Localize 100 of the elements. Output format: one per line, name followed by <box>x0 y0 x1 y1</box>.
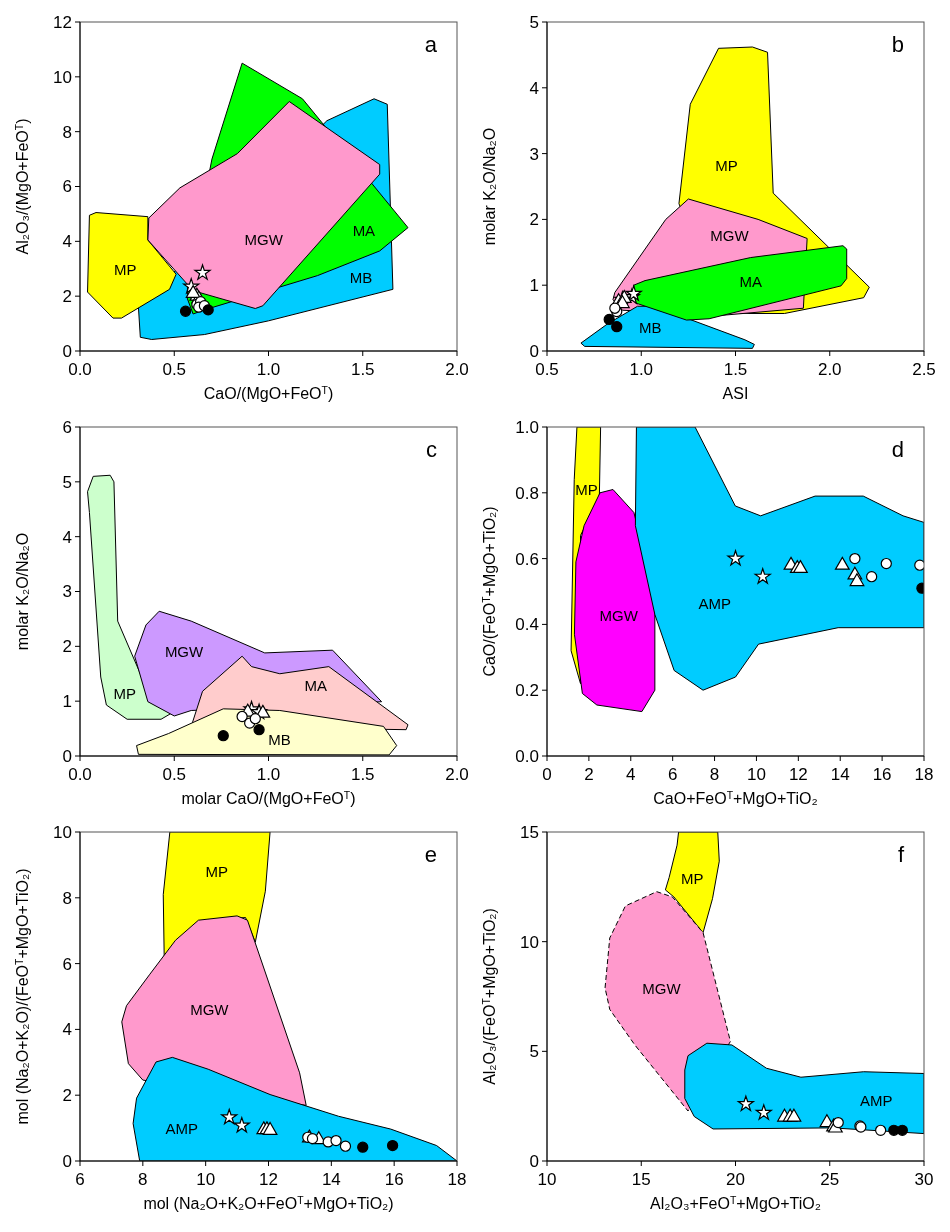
y-tick-label: 0.0 <box>515 746 539 766</box>
series-label: MP <box>681 869 704 887</box>
x-tick-label: 0 <box>542 765 552 784</box>
text: f <box>897 842 905 867</box>
x-tick-label: 8 <box>138 1170 148 1189</box>
x-tick-label: 14 <box>830 765 850 784</box>
x-tick-label: 2 <box>584 765 594 784</box>
y-tick-label: 0 <box>62 746 72 766</box>
text: d <box>891 437 904 462</box>
series-label: MB <box>268 731 291 749</box>
y-tick-label: 0.6 <box>515 549 539 569</box>
text: e <box>424 842 437 867</box>
x-tick-label: 30 <box>914 1170 934 1189</box>
y-tick-label: 12 <box>53 12 72 32</box>
series-label: MGW <box>190 1000 230 1018</box>
x-tick-label: 1.0 <box>256 360 281 379</box>
x-tick-label: 18 <box>447 1170 467 1189</box>
x-tick-label: 2.5 <box>912 360 936 379</box>
text: a <box>424 32 438 57</box>
x-tick-label: 12 <box>259 1170 278 1189</box>
x-tick-label: 4 <box>626 765 636 784</box>
y-tick-label: 3 <box>62 582 72 602</box>
x-tick-label: 6 <box>75 1170 85 1189</box>
x-tick-label: 0.5 <box>162 765 187 784</box>
y-tick-label: 4 <box>529 78 539 98</box>
x-axis-title: mol (Na₂O+K₂O+FeO$^{T}$+MgO+TiO₂) <box>143 1194 394 1212</box>
x-tick-label: 10 <box>196 1170 216 1189</box>
y-tick-label: 6 <box>62 177 72 197</box>
x-tick-label: 2.0 <box>445 765 469 784</box>
x-tick-label: 20 <box>726 1170 745 1189</box>
y-tick-label: 10 <box>53 822 72 842</box>
y-tick-label: 0 <box>529 341 539 361</box>
y-tick-label: 1 <box>529 276 539 296</box>
y-tick-label: 0.8 <box>515 483 539 503</box>
text: b <box>891 32 904 57</box>
series-label: AMP <box>859 1091 893 1109</box>
series-label: MGW <box>642 980 682 998</box>
x-tick-label: 18 <box>914 765 934 784</box>
x-tick-label: 10 <box>746 765 766 784</box>
series-label: MA <box>304 677 328 695</box>
y-tick-label: 2 <box>62 637 72 657</box>
y-tick-label: 4 <box>62 232 72 252</box>
x-tick-label: 6 <box>667 765 678 784</box>
x-tick-label: 1.5 <box>723 360 748 379</box>
x-axis-title: ASI <box>722 385 749 402</box>
series-label: MA <box>739 272 763 290</box>
y-tick-label: 4 <box>62 527 72 547</box>
y-tick-label: 3 <box>529 144 539 164</box>
series-label: MGW <box>710 226 750 244</box>
x-tick-label: 0.5 <box>162 360 187 379</box>
y-tick-label: 10 <box>520 932 539 952</box>
y-tick-label: 0.4 <box>515 615 539 635</box>
x-tick-label: 25 <box>820 1170 840 1189</box>
y-tick-label: 5 <box>62 472 72 492</box>
y-axis-title: molar K₂O/Na₂O <box>14 532 31 651</box>
x-tick-label: 12 <box>788 765 808 784</box>
series-label: MP <box>205 862 228 880</box>
y-tick-label: 2 <box>62 1086 72 1106</box>
y-tick-label: 0 <box>62 341 72 361</box>
y-tick-label: 5 <box>529 12 539 32</box>
series-label: MP <box>113 260 137 278</box>
y-tick-label: 8 <box>62 122 72 142</box>
x-axis-title: CaO+FeO$^{T}$+MgO+TiO₂ <box>653 789 818 807</box>
series-label: MP <box>715 156 738 174</box>
y-tick-label: 5 <box>529 1042 539 1062</box>
y-tick-label: 1.0 <box>515 417 539 437</box>
y-tick-label: 6 <box>62 417 72 437</box>
series-label: MP <box>113 684 137 702</box>
y-tick-label: 6 <box>62 954 72 974</box>
y-tick-label: 8 <box>62 888 72 908</box>
x-tick-label: 2.0 <box>817 360 842 379</box>
x-tick-label: 14 <box>321 1170 341 1189</box>
y-tick-label: 15 <box>520 822 539 842</box>
y-tick-label: 0 <box>529 1151 539 1171</box>
x-axis-title: molar CaO/(MgO+FeO$^{T}$) <box>181 789 356 807</box>
series-label: AMP <box>165 1119 198 1137</box>
series-label: MGW <box>599 607 639 625</box>
x-tick-label: 2.0 <box>445 360 469 379</box>
y-tick-label: 2 <box>529 210 539 230</box>
series-label: MGW <box>164 643 205 661</box>
series-label: MB <box>639 319 662 337</box>
y-tick-label: 2 <box>62 287 72 307</box>
y-tick-label: 10 <box>53 67 72 87</box>
series-label: MP <box>575 481 598 499</box>
y-tick-label: 1 <box>62 692 72 712</box>
x-tick-label: 1.5 <box>350 765 375 784</box>
y-tick-label: 4 <box>62 1020 72 1040</box>
x-axis-title: CaO/(MgO+FeO$^{T}$) <box>203 384 334 402</box>
x-tick-label: 1.0 <box>629 360 654 379</box>
x-tick-label: 15 <box>631 1170 651 1189</box>
x-tick-label: 1.0 <box>256 765 281 784</box>
x-tick-label: 1.5 <box>350 360 375 379</box>
x-tick-label: 16 <box>384 1170 404 1189</box>
x-tick-label: 16 <box>872 765 892 784</box>
x-axis-title: Al₂O₃+FeO$^{T}$+MgO+TiO₂ <box>650 1194 821 1212</box>
y-tick-label: 0.2 <box>515 681 539 701</box>
y-axis-title: molar K₂O/Na₂O <box>481 127 498 246</box>
series-label: MGW <box>244 231 284 249</box>
x-tick-label: 8 <box>709 765 720 784</box>
series-label: MB <box>349 269 373 287</box>
